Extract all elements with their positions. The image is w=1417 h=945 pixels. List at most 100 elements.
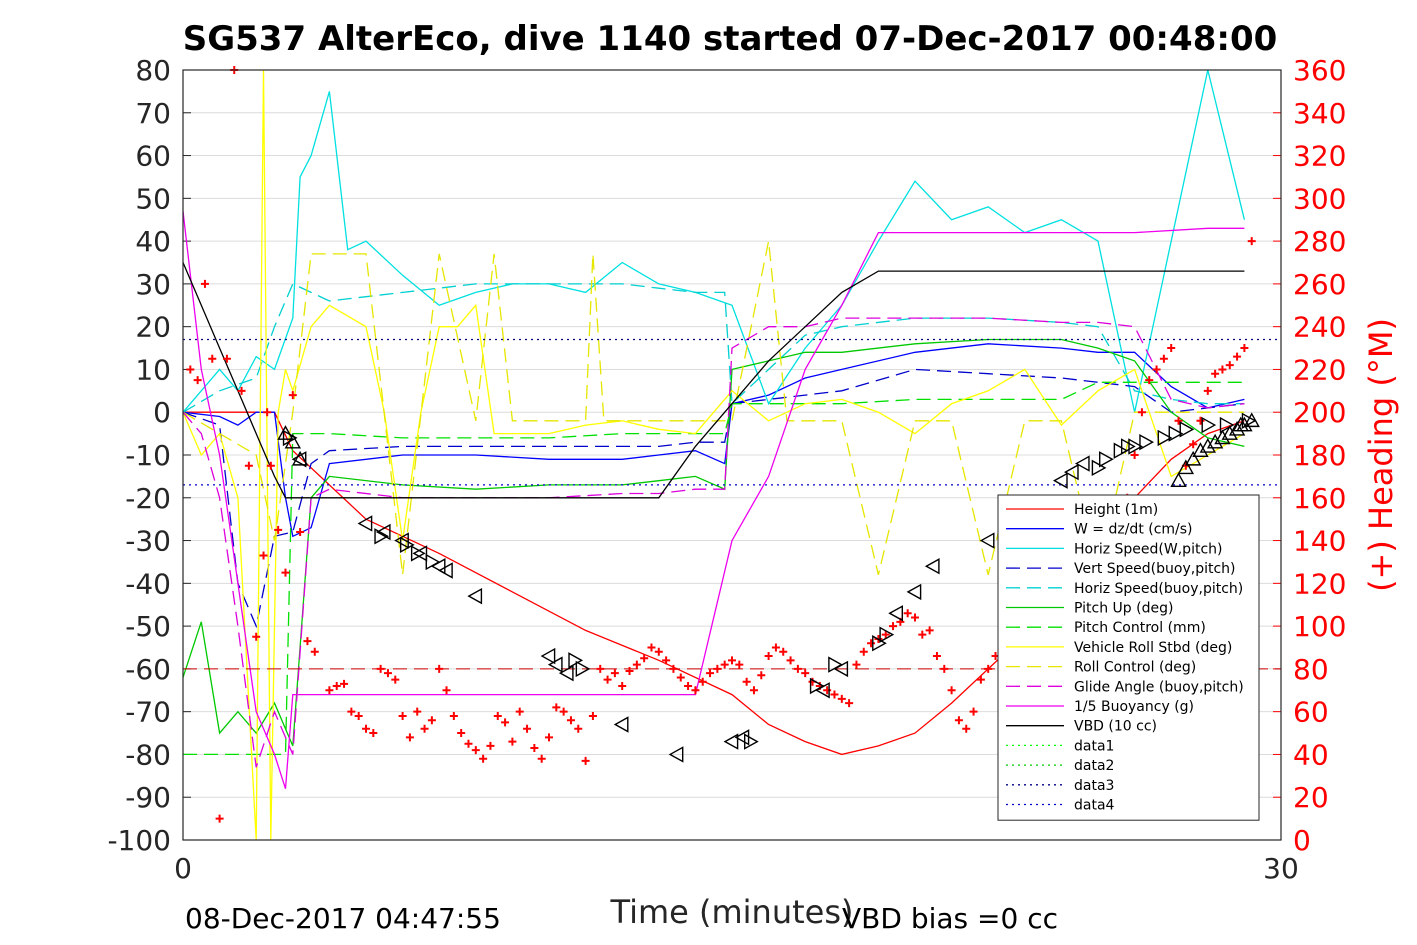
marker-triangle-right	[1099, 451, 1114, 468]
marker-triangle-up	[277, 425, 294, 440]
heading-point	[1189, 440, 1198, 449]
heading-point	[713, 664, 722, 673]
heading-point	[537, 754, 546, 763]
heading-point	[603, 675, 612, 684]
heading-point	[867, 639, 876, 648]
heading-point	[398, 711, 407, 720]
heading-point	[859, 647, 868, 656]
legend-label: Roll Control (deg)	[1074, 660, 1196, 676]
heading-point	[340, 679, 349, 688]
marker-triangle-up	[291, 450, 309, 466]
heading-point	[288, 391, 297, 400]
marker-triangle-left	[438, 562, 453, 579]
legend-label: data2	[1074, 758, 1114, 774]
marker-triangle-right	[1201, 416, 1217, 434]
heading-point	[757, 671, 766, 680]
heading-point	[1130, 451, 1139, 459]
marker-triangle-right	[1219, 416, 1235, 434]
right-tick-label: 360	[1293, 54, 1346, 87]
heading-point	[552, 703, 561, 712]
legend-label: Pitch Control (mm)	[1074, 620, 1206, 636]
marker-triangle-left	[1074, 455, 1090, 472]
heading-point	[1225, 361, 1234, 370]
right-tick-label: 140	[1293, 525, 1346, 558]
heading-point	[1218, 365, 1227, 374]
heading-point	[508, 737, 517, 746]
marker-triangle-left	[888, 605, 903, 622]
heading-point	[1196, 416, 1205, 425]
heading-point	[632, 660, 641, 669]
marker-triangle-right	[1120, 438, 1136, 455]
right-tick-label: 280	[1293, 225, 1346, 258]
marker-triangle-right	[828, 656, 843, 673]
series-line-pitch-up-deg	[182, 338, 1245, 747]
heading-point	[823, 686, 832, 695]
legend-label: W = dz/dt (cm/s)	[1074, 522, 1193, 538]
footer-timestamp: 08-Dec-2017 04:47:55	[185, 902, 501, 935]
triangle-markers	[277, 412, 1260, 763]
heading-point	[1145, 376, 1154, 385]
heading-point	[918, 630, 927, 639]
heading-point	[1233, 352, 1242, 361]
marker-triangle-left	[467, 587, 483, 605]
right-tick-label: 200	[1293, 396, 1346, 429]
heading-point	[845, 699, 854, 708]
marker-triangle-left	[357, 515, 373, 532]
marker-triangle-left	[979, 532, 995, 549]
legend-label: data3	[1074, 778, 1114, 794]
footer-vbd-bias: VBD bias =0 cc	[842, 902, 1058, 935]
series-line-glide-angle-buoy-pitch	[182, 317, 1245, 768]
marker-triangle-left	[558, 664, 574, 682]
heading-point	[728, 656, 736, 665]
heading-point	[530, 744, 539, 753]
marker-triangle-right	[1128, 438, 1144, 455]
legend-label: Horiz Speed(buoy,pitch)	[1074, 581, 1243, 597]
right-tick-label: 80	[1293, 653, 1329, 686]
marker-triangle-left	[291, 451, 307, 468]
marker-triangle-right	[1139, 433, 1155, 451]
marker-triangle-right	[1091, 459, 1107, 477]
plot-series	[182, 69, 1281, 841]
heading-point	[837, 694, 846, 703]
heading-point	[581, 756, 590, 765]
heading-point	[596, 664, 605, 673]
marker-triangle-right	[425, 553, 441, 571]
heading-point	[266, 461, 275, 470]
heading-point	[932, 652, 941, 661]
marker-triangle-up	[1199, 438, 1216, 453]
left-tick-label: -10	[125, 439, 171, 472]
heading-point	[903, 609, 912, 618]
right-tick-label: 340	[1293, 97, 1346, 130]
marker-triangle-up	[1228, 420, 1246, 436]
heading-point	[1167, 344, 1176, 353]
heading-point	[413, 707, 422, 716]
heading-point	[1174, 416, 1183, 425]
left-tick-label: -20	[125, 482, 171, 515]
left-tick-label: 30	[135, 268, 171, 301]
heading-point	[515, 707, 524, 716]
heading-point	[698, 677, 707, 686]
series-line-vert-speed-buoy-pitch	[182, 368, 1245, 629]
heading-point	[771, 643, 780, 652]
legend-label: Vert Speed(buoy,pitch)	[1074, 561, 1236, 577]
marker-triangle-up	[1232, 416, 1249, 432]
heading-point	[1247, 237, 1256, 246]
heading-point	[984, 664, 993, 673]
x-tick-label: 30	[1263, 852, 1299, 885]
series-line-vbd-10-cc	[182, 262, 1245, 499]
right-tick-label: 320	[1293, 140, 1346, 173]
marker-triangle-right	[282, 429, 298, 447]
heading-point	[310, 647, 319, 656]
heading-point	[501, 718, 510, 727]
heading-point	[720, 660, 729, 669]
heading-point	[1211, 369, 1220, 378]
marker-triangle-right	[575, 660, 591, 678]
heading-point	[442, 686, 451, 695]
marker-triangle-right	[1241, 412, 1257, 429]
heading-point	[479, 754, 488, 763]
right-tick-label: 0	[1293, 824, 1311, 857]
heading-point	[625, 667, 634, 676]
left-y-axis-ticks: 80 70 60 50 40 30 20 10 0 -10 -20 -30 -40 -50 -60 -70 -8…	[107, 54, 191, 857]
heading-point	[427, 716, 436, 725]
marker-triangle-left	[394, 532, 409, 549]
